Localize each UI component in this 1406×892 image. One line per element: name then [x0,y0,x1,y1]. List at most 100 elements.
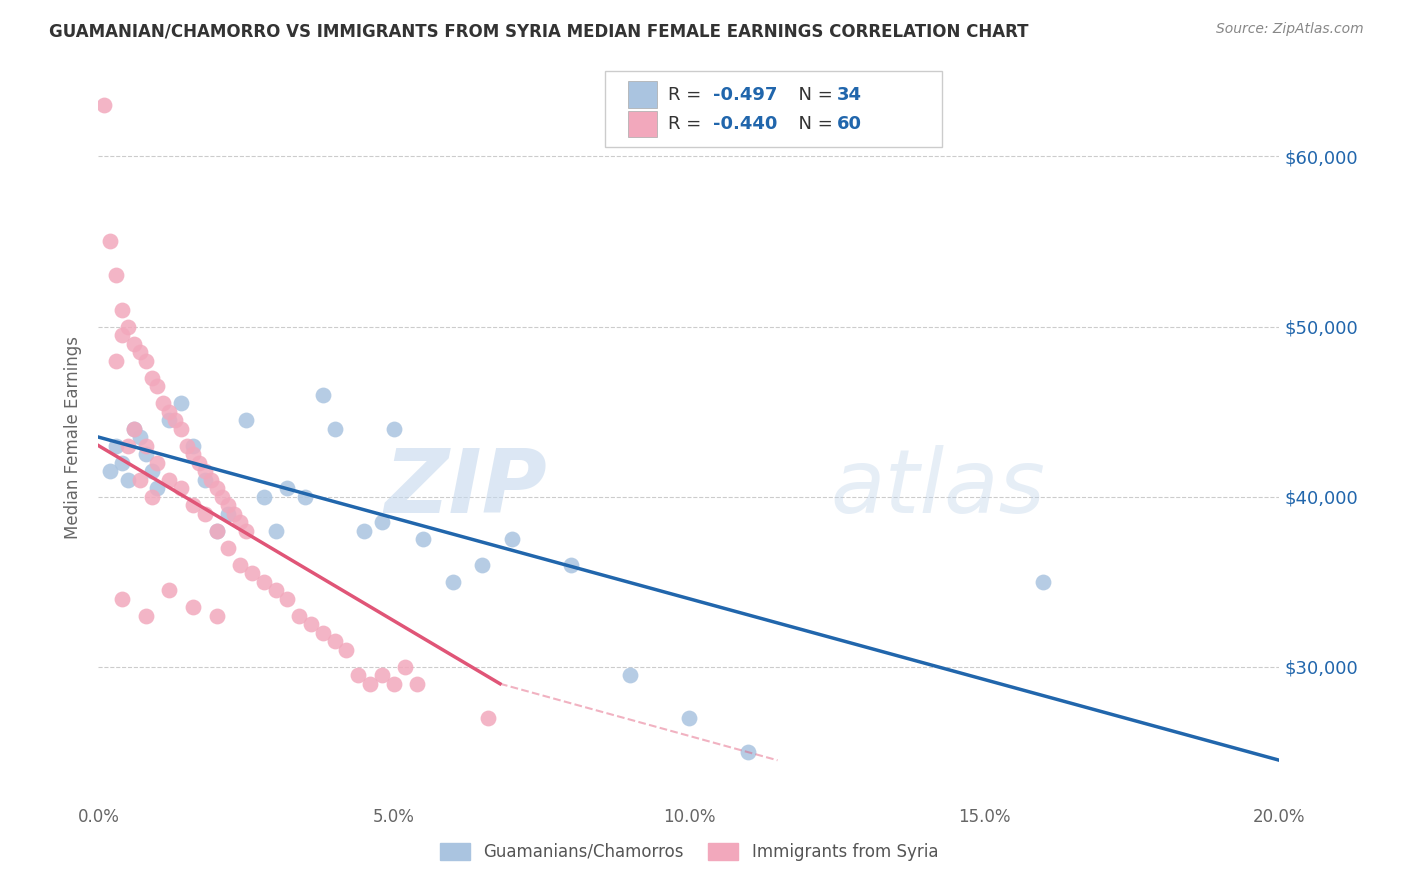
Point [194,507,217,521]
Point [394,659,416,673]
Point [441,574,464,589]
Point [128,430,150,444]
Point [235,524,257,538]
Text: N =: N = [787,86,839,103]
Point [105,268,128,283]
Text: -0.440: -0.440 [713,115,778,133]
Point [157,583,180,598]
Point [205,481,228,495]
Point [181,447,204,461]
Point [135,447,157,461]
Point [165,413,187,427]
Point [194,473,217,487]
Text: GUAMANIAN/CHAMORRO VS IMMIGRANTS FROM SYRIA MEDIAN FEMALE EARNINGS CORRELATION C: GUAMANIAN/CHAMORRO VS IMMIGRANTS FROM SY… [49,22,1029,40]
Point [152,396,174,410]
Point [181,439,204,453]
Point [288,608,311,623]
Text: atlas: atlas [831,445,1046,532]
Point [117,473,139,487]
Point [217,507,239,521]
Text: N =: N = [787,115,839,133]
Point [187,456,209,470]
Point [240,566,263,581]
Point [128,473,150,487]
Point [135,353,157,368]
Text: 60: 60 [837,115,862,133]
Point [406,677,429,691]
Point [560,558,582,572]
Point [98,464,121,478]
Point [135,439,157,453]
Point [111,591,134,606]
Point [323,421,346,435]
Point [98,235,121,249]
Point [146,379,169,393]
Point [146,481,169,495]
Point [205,524,228,538]
Point [1032,574,1054,589]
Point [323,634,346,648]
Point [294,490,316,504]
Point [229,515,252,529]
Point [299,617,322,632]
Point [371,515,394,529]
Point [200,473,222,487]
Text: Source: ZipAtlas.com: Source: ZipAtlas.com [1216,22,1364,37]
Point [619,668,641,682]
Point [217,541,239,555]
Point [471,558,494,572]
Point [371,668,394,682]
Point [229,558,252,572]
Point [347,668,370,682]
Point [170,396,193,410]
Point [122,336,145,351]
Text: R =: R = [668,115,707,133]
Point [276,481,298,495]
Point [93,98,115,112]
Point [141,490,163,504]
Point [157,404,180,418]
Point [217,498,239,512]
Point [253,574,276,589]
Point [737,745,759,759]
Point [235,413,257,427]
Point [170,481,193,495]
Point [111,328,134,343]
Point [312,625,335,640]
Point [117,319,139,334]
Point [181,498,204,512]
Point [135,608,157,623]
Point [335,642,357,657]
Point [353,524,375,538]
Text: 34: 34 [837,86,862,103]
Point [117,439,139,453]
Text: -0.497: -0.497 [713,86,778,103]
Text: R =: R = [668,86,707,103]
Point [122,421,145,435]
Point [382,677,405,691]
Point [359,677,381,691]
Point [176,439,198,453]
Point [264,524,287,538]
Point [141,370,163,384]
Legend: Guamanians/Chamorros, Immigrants from Syria: Guamanians/Chamorros, Immigrants from Sy… [433,836,945,868]
Point [157,473,180,487]
Point [122,421,145,435]
Point [111,302,134,317]
Point [170,421,193,435]
Point [253,490,276,504]
Point [382,421,405,435]
Point [157,413,180,427]
Text: ZIP: ZIP [384,445,547,532]
Point [224,507,246,521]
Point [105,439,128,453]
Y-axis label: Median Female Earnings: Median Female Earnings [65,335,83,539]
Point [264,583,287,598]
Point [141,464,163,478]
Point [477,711,499,725]
Point [205,608,228,623]
Point [412,532,434,546]
Point [111,456,134,470]
Point [501,532,523,546]
Point [678,711,700,725]
